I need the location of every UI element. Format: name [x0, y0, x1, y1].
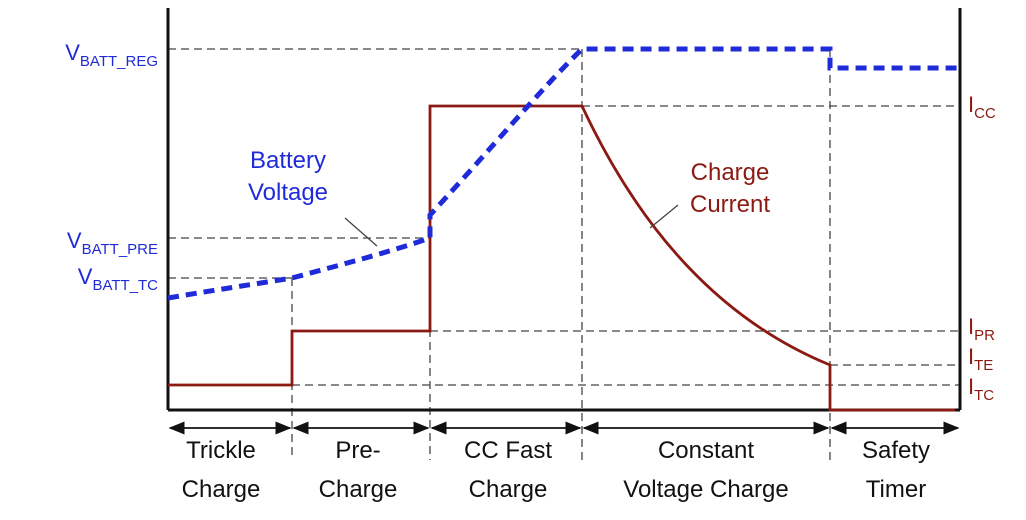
phase-trickle-line2: Charge [182, 476, 261, 503]
label-vbatt-reg: VBATT_REG [65, 40, 158, 70]
battery-voltage-curve [167, 46, 958, 301]
axes [166, 8, 962, 412]
phase-safety-line2: Timer [866, 476, 926, 503]
current-guide-lines [292, 105, 960, 386]
phase-cc-line1: CC Fast [464, 437, 552, 464]
voltage-guide-lines [168, 48, 582, 279]
battery-voltage-label-line2: Voltage [248, 179, 328, 206]
phase-labels: Trickle Charge Pre- Charge CC Fast Charg… [182, 437, 930, 503]
charge-current-label-line2: Current [690, 191, 770, 218]
phase-dividers [291, 49, 831, 460]
label-ipre: IPR [968, 314, 995, 344]
battery-voltage-label-line1: Battery [250, 147, 326, 174]
charge-current-label-line1: Charge [691, 159, 770, 186]
battery-voltage-pointer [344, 217, 378, 247]
phase-pre-line1: Pre- [335, 437, 380, 464]
label-icc: ICC [968, 92, 996, 122]
label-iterm: ITE [968, 344, 993, 374]
label-vbatt-tc: VBATT_TC [78, 264, 158, 294]
phase-cc-line2: Charge [469, 476, 548, 503]
phase-pre-line2: Charge [319, 476, 398, 503]
phase-cv-line2: Voltage Charge [623, 476, 788, 503]
phase-trickle-line1: Trickle [186, 437, 256, 464]
label-vbatt-pre: VBATT_PRE [67, 228, 158, 258]
phase-cv-line1: Constant [658, 437, 754, 464]
charge-current-curve [168, 104, 955, 412]
phase-safety-line1: Safety [862, 437, 930, 464]
label-itc: ITC [968, 374, 994, 404]
charge-current-pointer [649, 204, 679, 229]
